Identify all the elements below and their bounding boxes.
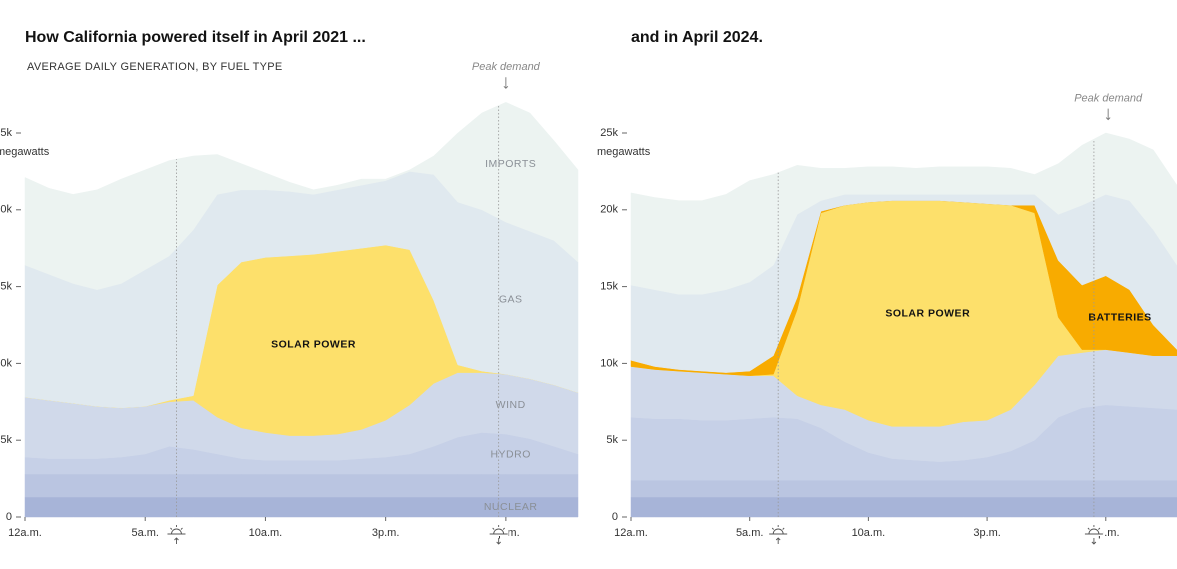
sun-icon-shape (489, 525, 508, 535)
annotation-arrow (503, 77, 509, 89)
plot-area (630, 132, 1177, 518)
area-layer (630, 496, 1177, 518)
y-tick-label: 10k (600, 357, 618, 369)
annotation: Peak demand (1074, 93, 1143, 105)
y-tick-label: 5k (606, 434, 618, 446)
sun-icon-shape (167, 525, 186, 535)
x-tick-label: 10a.m. (852, 527, 886, 539)
sun-arrow (174, 537, 179, 544)
sun-arrow (1091, 538, 1097, 545)
y-tick-label: 20k (600, 204, 618, 216)
x-tick-label: 5a.m. (736, 527, 764, 539)
plot-area (24, 102, 579, 518)
sun-icon (768, 524, 789, 544)
sun-icon (166, 524, 187, 544)
x-tick-label: 5a.m. (131, 527, 159, 539)
area-layer (630, 479, 1177, 498)
sun-arrow (775, 537, 781, 544)
area-layer (24, 473, 579, 498)
area-layer (630, 132, 1177, 295)
annotation-arrow (1105, 108, 1111, 121)
y-axis-label: megawatts (597, 146, 651, 158)
y-tick-label: 25k (600, 127, 618, 139)
y-tick-label: 0 (612, 511, 618, 523)
layer-label: IMPORTS (485, 158, 536, 170)
y-tick-label: 0 (6, 511, 12, 523)
layer-label: HYDRO (490, 448, 530, 460)
y-tick-label: 10k (0, 357, 12, 369)
x-tick-label: 3p.m. (372, 527, 400, 539)
chart-subtitle: AVERAGE DAILY GENERATION, BY FUEL TYPE (27, 61, 283, 73)
layer-label: SOLAR POWER (885, 307, 970, 319)
y-tick-label: 5k (0, 434, 12, 446)
layer-label: NUCLEAR (484, 501, 538, 513)
chart-title: and in April 2024. (631, 29, 763, 46)
layer-label: WIND (496, 399, 526, 411)
sun-icon-shape (769, 525, 788, 535)
sun-icon (488, 524, 509, 545)
y-tick-label: 15k (600, 281, 618, 293)
y-tick-label: 15k (0, 281, 12, 293)
annotation: Peak demand (472, 61, 541, 73)
x-tick-label: 12a.m. (614, 527, 648, 539)
sun-arrow (496, 538, 501, 545)
y-tick-label: 20k (0, 204, 12, 216)
x-tick-label: 3p.m. (973, 527, 1001, 539)
x-tick-label: 10a.m. (249, 527, 283, 539)
layer-label: GAS (499, 293, 523, 305)
layer-label: BATTERIES (1088, 312, 1151, 324)
sun-icon (1083, 524, 1104, 545)
x-tick-label: 12a.m. (8, 527, 42, 539)
chart-title: How California powered itself in April 2… (25, 29, 366, 46)
layer-label: SOLAR POWER (271, 339, 356, 351)
area-layer (24, 102, 579, 290)
y-axis-label: megawatts (0, 146, 50, 158)
y-tick-label: 25k (0, 127, 12, 139)
sun-icon-shape (1084, 525, 1103, 535)
